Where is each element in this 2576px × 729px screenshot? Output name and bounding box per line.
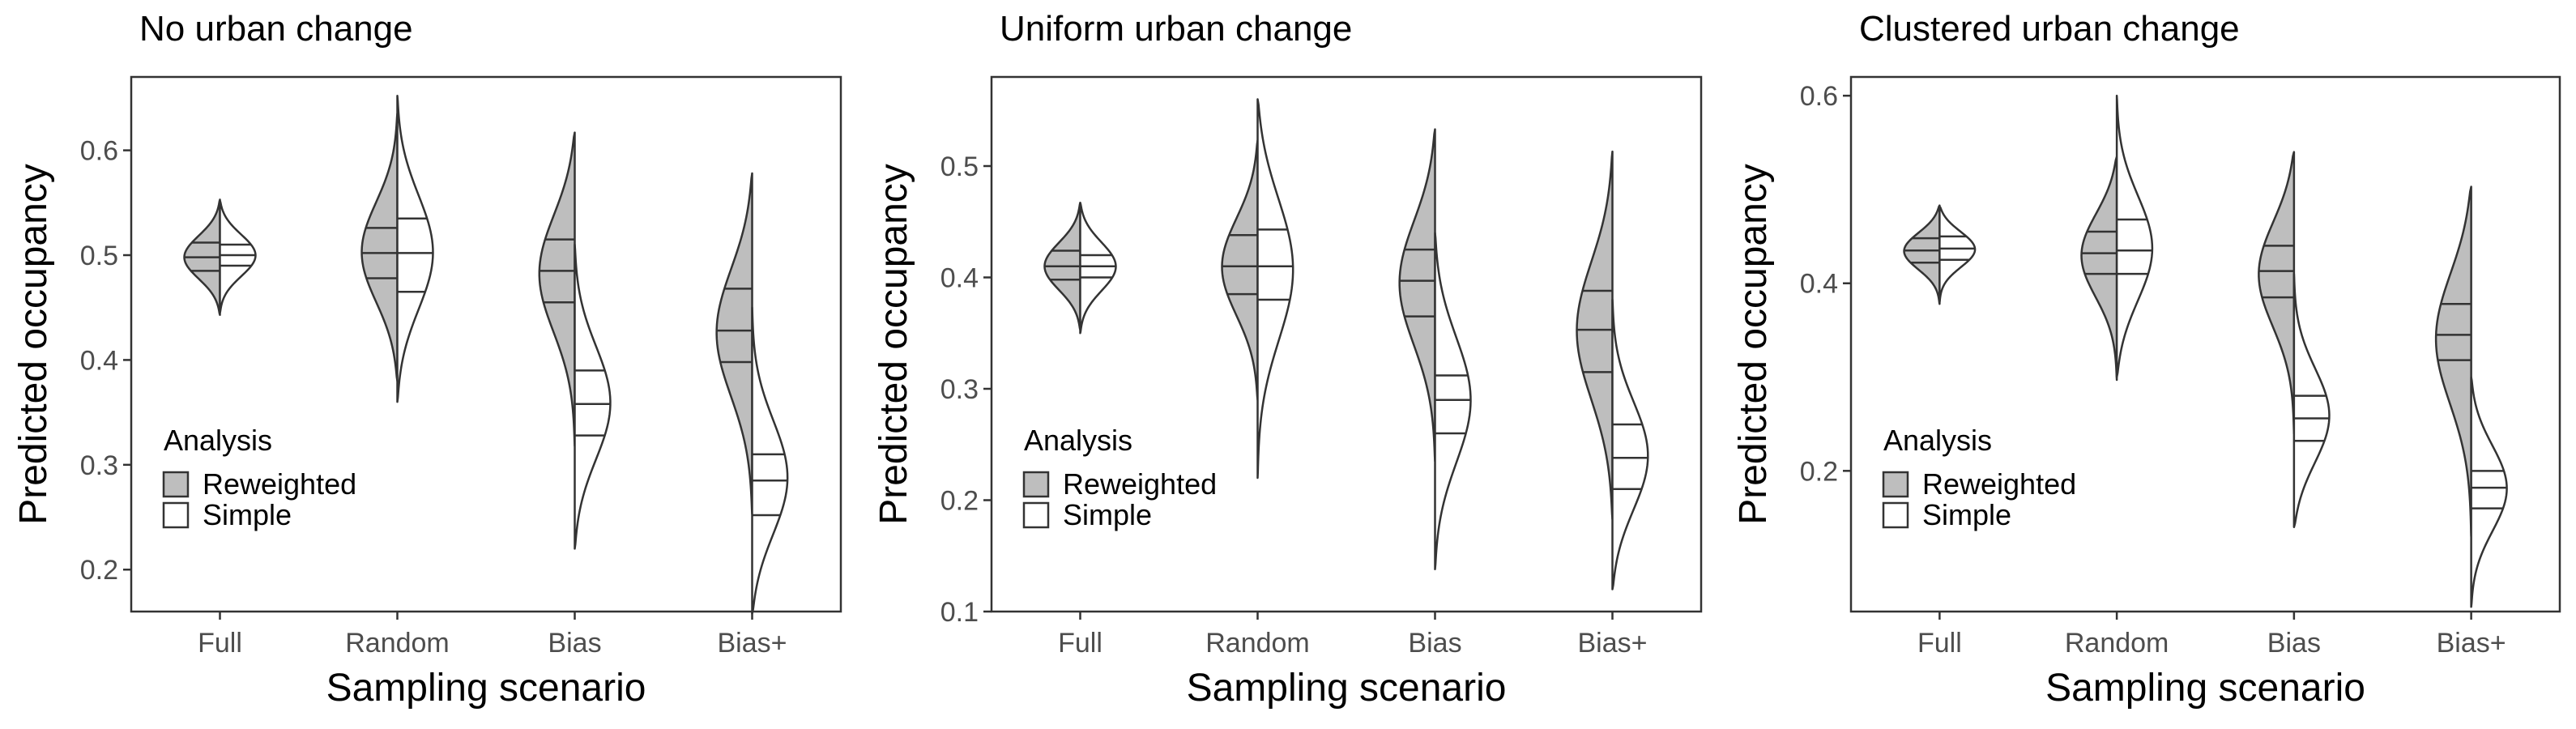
violin-simple-random [2115,94,2154,378]
plot-panel-border [1849,75,2561,613]
y-tick-label: 0.5 [940,151,979,182]
violin-simple-full [1079,202,1117,335]
panel-1: No urban change 0.2 0.3 0.4 0.5 0.6 Full Random… [12,9,842,710]
legend-label-simple: Simple [1063,498,1152,531]
legend-key-simple [1022,501,1050,529]
violin-simple-random [396,95,434,403]
violin-simple-full [219,199,257,314]
panel-3: Clustered urban change 0.2 0.4 0.6 Full Rando… [1732,9,2561,710]
violin-reweighted-random [360,113,399,382]
y-tick-label: 0.3 [940,374,979,405]
violin-simple-bias-plus [1611,298,1649,590]
violin-simple-bias-plus [2470,376,2508,608]
y-tick-label: 0.4 [940,263,979,294]
plot-panel-border [130,75,842,613]
violin-reweighted-full [1903,204,1941,305]
plot-panel-border [990,75,1703,613]
violin-reweighted-bias [2258,151,2296,435]
legend-label-simple: Simple [203,498,292,531]
x-tick-label: Full [198,628,242,659]
legend-label-simple: Simple [1922,498,2011,531]
legend-title: Analysis [164,424,272,457]
legend-key-reweighted [1882,471,1909,498]
legend-key-simple [1882,501,1909,529]
legend-key-reweighted [162,471,190,498]
x-axis-title: Sampling scenario [2045,667,2365,710]
panel-title: Uniform urban change [1000,9,1352,49]
y-tick-label: 0.6 [80,136,118,167]
violin-simple-random [1256,98,1294,480]
y-axis-title: Predicted occupancy [12,164,55,525]
violin-simple-bias [2292,272,2331,529]
y-axis-title: Predicted occupancy [872,164,915,525]
y-tick-label: 0.2 [1800,456,1838,487]
violin-reweighted-bias-plus [2434,185,2472,538]
legend-key-simple [162,501,190,529]
violin-simple-bias [1434,232,1472,570]
panel-title: Clustered urban change [1859,9,2240,49]
legend-label-reweighted: Reweighted [1922,467,2076,501]
violin-simple-bias-plus [751,306,789,615]
y-tick-label: 0.2 [940,486,979,517]
y-tick-label: 0.3 [80,450,118,481]
violin-simple-full [1938,205,1977,304]
legend-title: Analysis [1024,424,1132,457]
y-tick-label: 0.6 [1800,81,1838,112]
x-tick-label: Bias+ [1578,628,1648,659]
x-axis-title: Sampling scenario [1187,667,1507,710]
panel-title: No urban change [139,9,413,49]
legend-label-reweighted: Reweighted [203,467,356,501]
y-tick-label: 0.5 [80,241,118,271]
x-tick-label: Random [1205,628,1310,659]
x-tick-label: Full [1058,628,1102,659]
y-tick-label: 0.4 [1800,269,1838,300]
legend-label-reweighted: Reweighted [1063,467,1217,501]
violin-reweighted-bias [538,131,576,447]
x-tick-label: Random [2065,628,2169,659]
x-tick-label: Random [345,628,450,659]
violin-reweighted-bias [1398,128,1436,463]
violin-reweighted-random [1221,139,1259,401]
legend-title: Analysis [1883,424,1992,457]
x-tick-label: Bias+ [718,628,787,659]
violin-reweighted-bias-plus [715,172,753,515]
x-tick-label: Bias [1408,628,1461,659]
y-tick-label: 0.1 [940,597,979,628]
x-tick-label: Bias [548,628,601,659]
violin-reweighted-random [2080,156,2118,382]
x-axis-title: Sampling scenario [326,667,646,710]
y-axis-title: Predicted occupancy [1732,164,1775,525]
y-tick-label: 0.2 [80,555,118,586]
y-tick-label: 0.4 [80,345,118,376]
violin-simple-bias [574,243,612,550]
x-tick-label: Bias+ [2437,628,2506,659]
legend-key-reweighted [1022,471,1050,498]
x-tick-label: Bias [2267,628,2321,659]
panel-2: Uniform urban change 0.1 0.2 0.3 0.4 0.5 Full R… [872,9,1703,710]
x-tick-label: Full [1917,628,1962,659]
violin-reweighted-bias-plus [1576,150,1614,521]
